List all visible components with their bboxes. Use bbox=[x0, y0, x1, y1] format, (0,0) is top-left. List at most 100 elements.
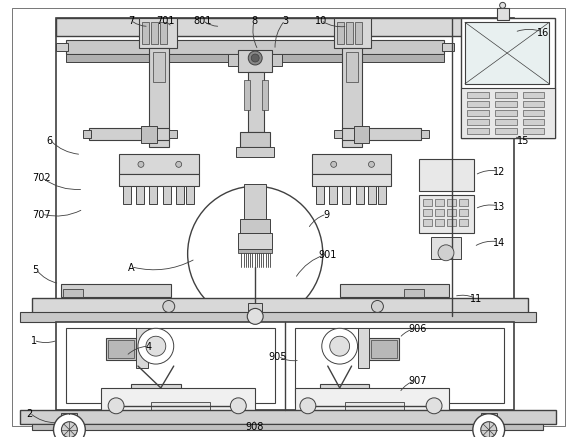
Bar bbox=[312, 175, 391, 187]
Bar bbox=[372, 340, 398, 358]
Bar bbox=[467, 120, 489, 125]
Bar bbox=[442, 44, 454, 52]
Bar bbox=[419, 160, 474, 192]
Bar bbox=[337, 23, 344, 45]
Bar bbox=[237, 148, 274, 158]
Bar bbox=[379, 187, 387, 205]
Bar bbox=[342, 128, 421, 140]
Bar bbox=[435, 219, 444, 226]
Bar bbox=[238, 249, 272, 253]
Bar bbox=[459, 219, 468, 226]
Bar bbox=[423, 200, 432, 207]
Circle shape bbox=[248, 309, 263, 325]
Bar bbox=[342, 49, 362, 148]
Bar bbox=[316, 187, 324, 205]
Bar bbox=[139, 19, 177, 49]
Bar bbox=[119, 155, 198, 175]
Text: 8: 8 bbox=[251, 16, 257, 26]
Bar bbox=[369, 339, 399, 360]
Bar bbox=[66, 328, 275, 403]
Bar bbox=[57, 323, 514, 410]
Bar bbox=[131, 384, 181, 398]
Circle shape bbox=[138, 328, 174, 364]
Circle shape bbox=[176, 162, 182, 168]
Bar bbox=[369, 187, 376, 205]
Bar bbox=[447, 200, 456, 207]
Bar bbox=[467, 110, 489, 117]
Text: 707: 707 bbox=[32, 209, 51, 219]
Text: 906: 906 bbox=[408, 324, 426, 334]
Bar bbox=[523, 120, 544, 125]
Text: 5: 5 bbox=[32, 264, 39, 274]
Circle shape bbox=[322, 328, 358, 364]
Circle shape bbox=[230, 398, 246, 414]
Bar bbox=[494, 128, 516, 134]
Circle shape bbox=[300, 398, 316, 414]
Bar bbox=[176, 187, 183, 205]
Bar bbox=[160, 23, 167, 45]
Text: 2: 2 bbox=[27, 408, 33, 418]
Bar bbox=[119, 175, 198, 187]
Text: 702: 702 bbox=[32, 173, 51, 183]
Circle shape bbox=[251, 55, 259, 63]
Bar bbox=[151, 402, 211, 410]
Bar bbox=[136, 328, 148, 368]
Circle shape bbox=[108, 398, 124, 414]
Circle shape bbox=[481, 422, 497, 438]
Text: 11: 11 bbox=[470, 294, 482, 304]
Text: 9: 9 bbox=[324, 209, 330, 219]
Bar bbox=[248, 304, 262, 314]
Bar bbox=[435, 209, 444, 216]
Text: 15: 15 bbox=[518, 135, 530, 145]
Text: 3: 3 bbox=[282, 16, 288, 26]
Bar bbox=[123, 187, 131, 205]
Bar bbox=[334, 19, 372, 49]
Bar bbox=[151, 23, 158, 45]
Bar bbox=[523, 92, 544, 99]
Bar bbox=[186, 187, 194, 205]
Bar bbox=[244, 185, 266, 219]
Bar bbox=[447, 209, 456, 216]
Bar bbox=[240, 219, 270, 233]
Bar bbox=[481, 413, 497, 423]
Circle shape bbox=[438, 245, 454, 261]
Text: 6: 6 bbox=[47, 135, 53, 145]
Bar bbox=[329, 187, 337, 205]
Bar bbox=[142, 23, 149, 45]
Bar bbox=[497, 9, 508, 21]
Circle shape bbox=[163, 301, 175, 313]
Circle shape bbox=[331, 162, 337, 168]
Bar bbox=[153, 53, 165, 83]
Text: A: A bbox=[128, 262, 134, 272]
Text: 10: 10 bbox=[314, 16, 327, 26]
Bar bbox=[435, 200, 444, 207]
Bar bbox=[344, 402, 404, 410]
Bar bbox=[32, 424, 544, 430]
Bar bbox=[57, 19, 514, 317]
Bar bbox=[163, 187, 171, 205]
Bar bbox=[346, 23, 353, 45]
Bar bbox=[89, 128, 168, 140]
Circle shape bbox=[188, 187, 323, 321]
Bar bbox=[248, 73, 264, 132]
Bar bbox=[431, 237, 461, 259]
Bar bbox=[63, 289, 83, 297]
Bar bbox=[262, 81, 268, 110]
Bar bbox=[342, 187, 350, 205]
Bar bbox=[238, 233, 272, 249]
Bar bbox=[272, 55, 282, 67]
Text: 907: 907 bbox=[408, 375, 426, 385]
Bar bbox=[244, 81, 250, 110]
Circle shape bbox=[500, 4, 505, 9]
Text: 905: 905 bbox=[269, 351, 287, 361]
Bar bbox=[20, 410, 556, 424]
Bar bbox=[66, 55, 444, 63]
Text: 14: 14 bbox=[493, 237, 505, 247]
Circle shape bbox=[61, 422, 77, 438]
Text: 701: 701 bbox=[156, 16, 175, 26]
Bar bbox=[467, 102, 489, 107]
Bar bbox=[523, 102, 544, 107]
Bar bbox=[61, 284, 171, 298]
Bar bbox=[346, 53, 358, 83]
Bar bbox=[168, 130, 177, 138]
